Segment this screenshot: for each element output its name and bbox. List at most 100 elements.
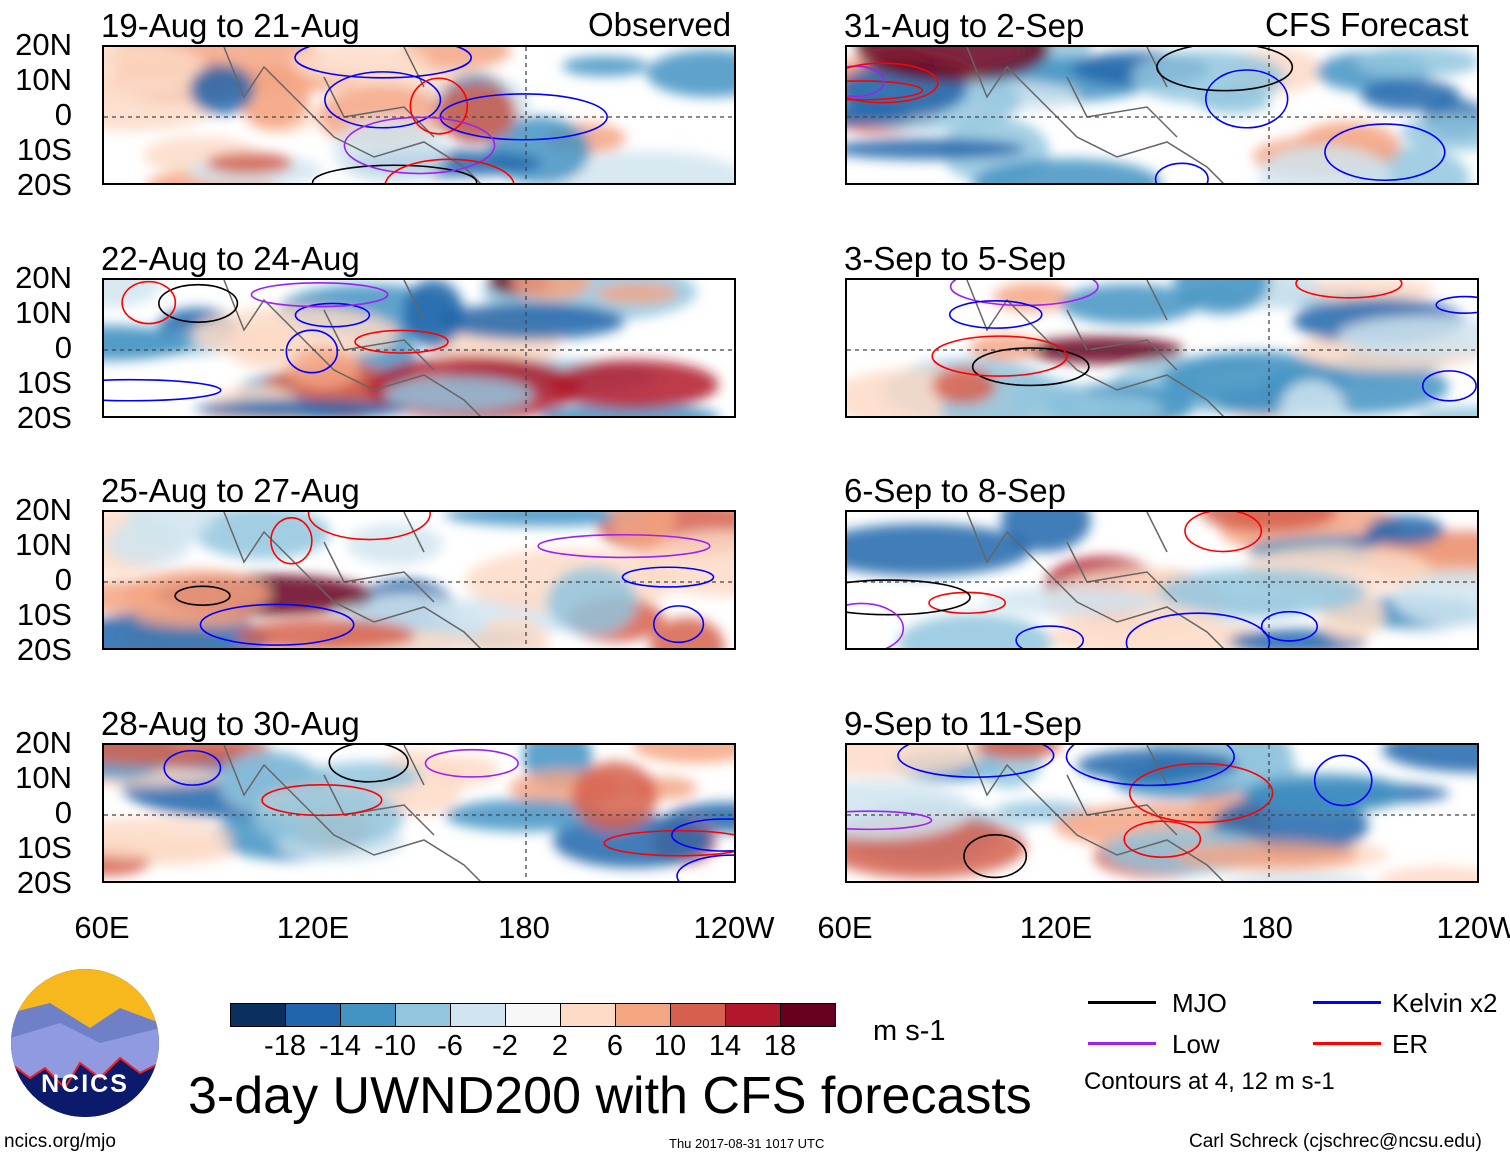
colorbar-label: 10 xyxy=(653,1030,687,1062)
wind-anomaly-shading xyxy=(1378,865,1477,881)
contour xyxy=(931,335,1068,377)
colorbar-label: -10 xyxy=(374,1030,416,1062)
lon-label: 60E xyxy=(817,910,873,945)
contour xyxy=(847,579,971,616)
wind-anomaly-shading xyxy=(1022,336,1184,364)
wind-anomaly-shading xyxy=(126,512,214,544)
lat-label: 20N xyxy=(15,492,72,527)
map-panel-right-4 xyxy=(845,743,1479,883)
contour xyxy=(261,783,383,817)
colorbar-swatch xyxy=(341,1004,396,1026)
colorbar-swatch xyxy=(231,1004,286,1026)
contour xyxy=(158,283,239,323)
colorbar-label: -14 xyxy=(319,1030,361,1062)
lat-label: 20S xyxy=(16,167,72,202)
wind-anomaly-shading xyxy=(189,64,255,115)
contour xyxy=(847,602,905,648)
wind-anomaly-shading xyxy=(847,523,1031,577)
wind-anomaly-shading xyxy=(1366,514,1445,546)
legend-er-label: ER xyxy=(1392,1029,1429,1059)
legend-low-label: Low xyxy=(1172,1029,1220,1059)
ncics-logo: NCICS xyxy=(11,969,159,1117)
wind-anomaly-shading xyxy=(544,151,734,183)
lat-label: 10N xyxy=(15,527,72,562)
coastline xyxy=(966,745,1225,881)
lat-label: 10S xyxy=(16,132,72,167)
lat-label: 10N xyxy=(15,62,72,97)
wind-anomaly-shading xyxy=(1175,842,1360,870)
wind-anomaly-shading xyxy=(104,745,270,767)
wind-anomaly-shading xyxy=(974,745,1061,760)
wind-anomaly-shading xyxy=(227,324,303,369)
contour xyxy=(294,302,371,328)
wind-anomaly-shading xyxy=(308,761,422,792)
footer-credit: Carl Schreck (cjschrec@ncsu.edu) xyxy=(1189,1131,1482,1152)
legend-low-line xyxy=(1088,1042,1156,1045)
wind-anomaly-shading xyxy=(291,47,428,83)
contour xyxy=(324,71,442,129)
wind-anomaly-shading xyxy=(571,761,658,831)
contour xyxy=(971,347,1090,387)
wind-anomaly-shading xyxy=(1244,773,1408,814)
legend-er-line xyxy=(1313,1042,1381,1045)
lat-label: 20S xyxy=(16,400,72,435)
lon-label: 120W xyxy=(1436,910,1510,945)
lat-label: 10N xyxy=(15,295,72,330)
contour xyxy=(1421,370,1477,402)
map-panel-left-1 xyxy=(102,45,736,185)
coastline xyxy=(223,280,482,416)
lat-label: 10N xyxy=(15,760,72,795)
contour xyxy=(1324,123,1446,182)
contour xyxy=(847,62,939,104)
contour xyxy=(1260,610,1318,642)
contour xyxy=(1128,762,1274,824)
wind-anomaly-shading xyxy=(237,65,311,130)
wind-anomaly-shading xyxy=(444,512,647,527)
contour xyxy=(653,605,705,644)
lon-label: 180 xyxy=(1241,910,1293,945)
wind-anomaly-shading xyxy=(104,280,162,308)
wind-anomaly-shading xyxy=(206,152,294,175)
contour xyxy=(676,854,734,881)
panel-title: 22-Aug to 24-Aug xyxy=(101,240,360,277)
lon-label: 120E xyxy=(1019,910,1093,945)
contour xyxy=(343,116,496,175)
panel-title: 28-Aug to 30-Aug xyxy=(101,705,360,742)
contour xyxy=(285,329,339,374)
contour xyxy=(311,164,478,183)
contour xyxy=(1184,512,1263,553)
contour xyxy=(354,329,449,354)
contour xyxy=(1065,745,1235,787)
contour xyxy=(948,300,1043,329)
map-panel-left-2 xyxy=(102,278,736,418)
footer-timestamp: Thu 2017-08-31 1017 UTC xyxy=(669,1136,825,1151)
legend-mjo-label: MJO xyxy=(1172,988,1227,1018)
colorbar-swatch xyxy=(451,1004,506,1026)
wind-anomaly-shading xyxy=(104,325,192,362)
wind-anomaly-shading xyxy=(847,780,973,840)
contour xyxy=(384,158,515,183)
footer-url[interactable]: ncics.org/mjo xyxy=(4,1131,116,1152)
colorbar-label: -18 xyxy=(264,1030,306,1062)
contour xyxy=(537,533,711,559)
contour xyxy=(163,749,222,786)
contour xyxy=(199,603,355,646)
map-panel-left-4 xyxy=(102,743,736,883)
contour xyxy=(307,512,431,541)
lon-label: 120E xyxy=(276,910,350,945)
panel-title: 3-Sep to 5-Sep xyxy=(844,240,1066,277)
wind-anomaly-shading xyxy=(195,399,408,416)
contour xyxy=(250,281,389,308)
wind-anomaly-shading xyxy=(548,359,719,410)
contour xyxy=(121,280,177,325)
contour xyxy=(671,818,734,852)
contour xyxy=(1313,754,1373,807)
lat-label: 20S xyxy=(16,632,72,667)
colorbar-label: 6 xyxy=(606,1030,624,1062)
legend-kelvin-line xyxy=(1313,1001,1381,1004)
contour xyxy=(1295,280,1403,299)
contour xyxy=(294,47,472,79)
wind-anomaly-shading xyxy=(632,745,734,764)
lat-label: 10S xyxy=(16,597,72,632)
wind-anomaly-shading xyxy=(855,47,1051,83)
